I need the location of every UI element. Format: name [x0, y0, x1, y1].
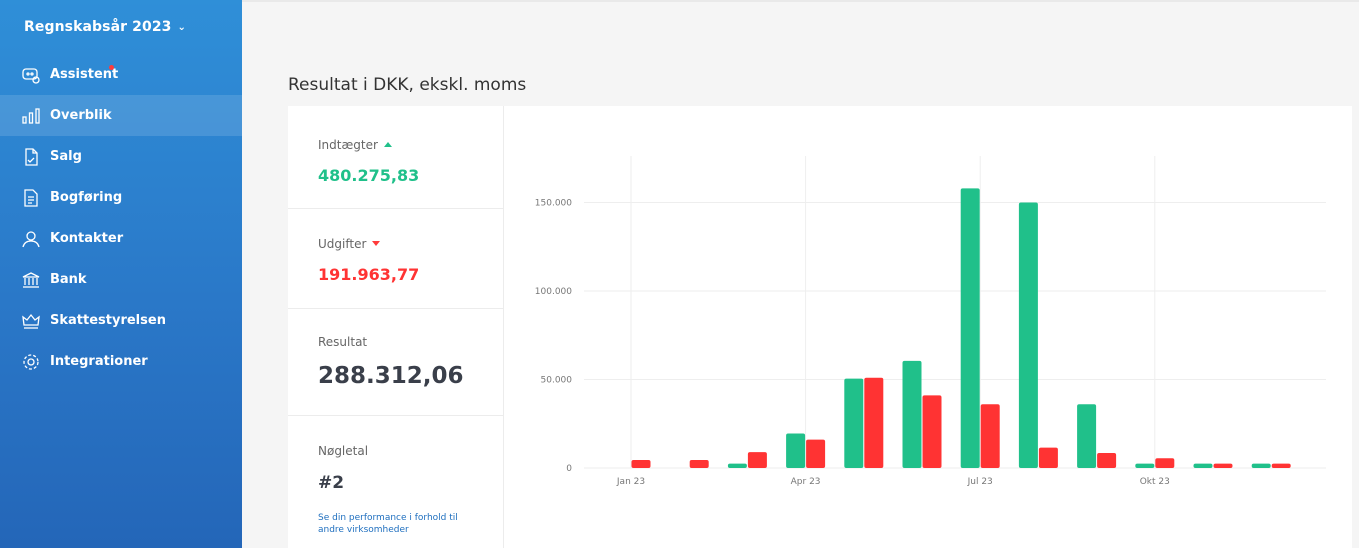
results-panel: Indtægter 480.275,83 Udgifter 191.963,77… [288, 106, 1352, 548]
chevron-down-icon: ⌄ [177, 22, 186, 33]
gear-icon [20, 351, 42, 373]
expense-stat: Udgifter 191.963,77 [288, 209, 503, 309]
result-stat: Resultat 288.312,06 [288, 309, 503, 416]
person-icon [20, 228, 42, 250]
expense-bar [631, 460, 651, 468]
income-value: 480.275,83 [318, 166, 420, 185]
x-tick-label: Jul 23 [967, 477, 993, 487]
income-bar [727, 463, 747, 468]
notification-dot [109, 65, 114, 70]
income-bar [1135, 463, 1155, 468]
sidebar-item-label: Salg [50, 149, 82, 164]
expense-bar [689, 460, 709, 468]
expense-bar [747, 452, 767, 468]
result-chart: 0 50.000 100.000 150.000 Jan 23 Apr 23 Jul 23 O… [504, 106, 1352, 548]
invoice-icon [20, 146, 42, 168]
arrow-up-icon [383, 142, 392, 147]
sidebar-item-label: Overblik [50, 108, 112, 123]
ledger-icon [20, 187, 42, 209]
income-label-wrap: Indtægter [318, 138, 392, 152]
result-label: Resultat [318, 335, 368, 349]
sidebar-item-label: Skattestyrelsen [50, 313, 166, 328]
bank-icon [20, 269, 42, 291]
income-bar [844, 378, 864, 468]
fiscal-year-selector[interactable]: Regnskabsår 2023 ⌄ [24, 19, 186, 35]
assistant-icon [20, 64, 42, 86]
top-divider [242, 0, 1359, 2]
y-tick-label: 100.000 [535, 287, 572, 297]
result-bar-chart: 0 50.000 100.000 150.000 Jan 23 Apr 23 Jul 23 O… [535, 156, 1326, 487]
kpi-performance-link[interactable]: Se din performance i forhold til andre v… [318, 513, 458, 535]
stats-column: Indtægter 480.275,83 Udgifter 191.963,77… [288, 106, 504, 548]
sidebar-item-bank[interactable]: Bank [0, 259, 242, 300]
sidebar-item-label: Assistent [50, 67, 119, 82]
sidebar-item-label: Bogføring [50, 190, 123, 205]
expense-bar [1038, 447, 1058, 468]
page-title: Resultat i DKK, ekskl. moms [288, 75, 527, 95]
expense-bar [1271, 463, 1291, 468]
expense-bar [980, 404, 1000, 468]
expense-label: Udgifter [318, 237, 367, 251]
sidebar-item-assistent[interactable]: Assistent [0, 54, 242, 95]
sidebar-item-bogforing[interactable]: Bogføring [0, 177, 242, 218]
x-tick-label: Jan 23 [616, 477, 645, 487]
kpi-label: Nøgletal [318, 444, 369, 458]
fiscal-year-label: Regnskabsår 2023 [24, 19, 172, 35]
crown-icon [20, 310, 42, 332]
expense-bar [1155, 458, 1175, 468]
income-bar [902, 360, 922, 468]
kpi-value: #2 [318, 473, 345, 493]
arrow-down-icon [372, 241, 381, 246]
income-bar [1251, 463, 1271, 468]
expense-bar [1213, 463, 1233, 468]
expense-bar [922, 395, 942, 468]
expense-bar [1097, 452, 1117, 468]
bar-chart-icon [20, 105, 42, 127]
x-tick-label: Okt 23 [1140, 477, 1170, 487]
y-tick-label: 0 [566, 464, 572, 474]
sidebar-item-salg[interactable]: Salg [0, 136, 242, 177]
x-tick-label: Apr 23 [791, 477, 821, 487]
sidebar-item-label: Bank [50, 272, 87, 287]
expense-value: 191.963,77 [318, 265, 420, 284]
expense-bar [806, 439, 826, 468]
income-stat: Indtægter 480.275,83 [288, 106, 503, 209]
sidebar-item-kontakter[interactable]: Kontakter [0, 218, 242, 259]
expense-label-wrap: Udgifter [318, 237, 381, 251]
income-bar [960, 188, 980, 468]
y-tick-label: 50.000 [541, 376, 573, 386]
income-label: Indtægter [318, 138, 378, 152]
expense-bar [864, 377, 884, 468]
sidebar-item-label: Kontakter [50, 231, 124, 246]
income-bar [1193, 463, 1213, 468]
y-tick-label: 150.000 [535, 199, 572, 209]
result-value: 288.312,06 [318, 363, 464, 389]
sidebar-item-overblik[interactable]: Overblik [0, 95, 242, 136]
sidebar-item-integrationer[interactable]: Integrationer [0, 341, 242, 382]
income-bar [786, 433, 806, 468]
kpi-stat: Nøgletal #2 Se din performance i forhold… [288, 416, 503, 548]
main-nav: Assistent Overblik Salg Bogføring Kon [0, 54, 242, 382]
sidebar-item-label: Integrationer [50, 354, 148, 369]
sidebar-item-skattestyrelsen[interactable]: Skattestyrelsen [0, 300, 242, 341]
income-bar [1018, 202, 1038, 468]
sidebar: Regnskabsår 2023 ⌄ Assistent Overblik Sal… [0, 0, 242, 548]
income-bar [1077, 404, 1097, 468]
